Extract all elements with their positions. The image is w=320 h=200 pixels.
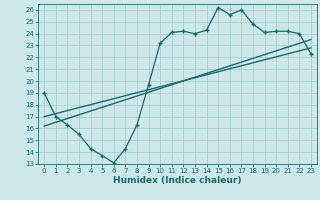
X-axis label: Humidex (Indice chaleur): Humidex (Indice chaleur) [113, 176, 242, 185]
